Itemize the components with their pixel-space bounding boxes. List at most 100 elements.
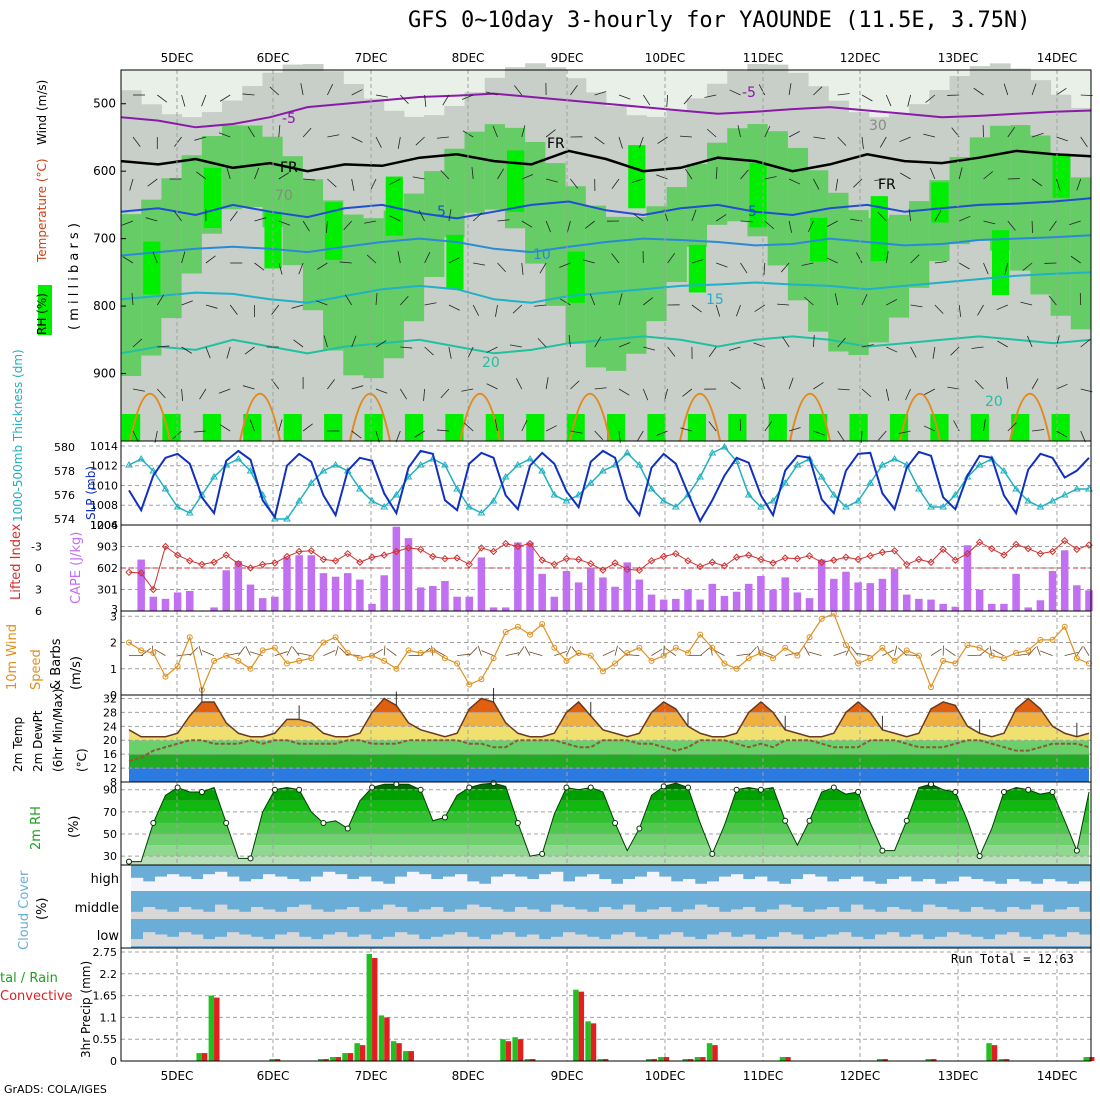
wind-barb-34-3 xyxy=(959,215,971,222)
cloud-low-cell-26 xyxy=(443,934,456,946)
wind-ytick-0: 0 xyxy=(110,689,117,702)
wind-speed-point-15 xyxy=(308,655,315,662)
cloud-low-cell-57 xyxy=(815,936,828,946)
cloud-low-cell-44 xyxy=(659,934,672,946)
wind-barb-2-1 xyxy=(174,136,182,147)
wind-barb-16-3 xyxy=(521,220,533,228)
wind-barb-37-0 xyxy=(1031,83,1037,96)
cloud-middle-cell-13 xyxy=(287,907,300,919)
wind-barb-33-6 xyxy=(932,346,936,359)
rh-point-16 xyxy=(320,819,327,826)
wind-barb-28-8 xyxy=(813,430,825,436)
cloud-middle-cell-14 xyxy=(299,904,312,919)
wind-barb-15-4 xyxy=(497,262,506,273)
thickness-point-53 xyxy=(769,497,777,504)
rh-band-surface-16 xyxy=(445,414,464,441)
cloud-high-cell-40 xyxy=(611,883,624,891)
wind-barb-21-5 xyxy=(643,297,654,306)
precip-total-bar-47 xyxy=(694,1057,701,1061)
cloud-low-cell-33 xyxy=(527,934,540,946)
cloud-middle-cell-37 xyxy=(575,909,588,919)
isotherm-15 xyxy=(120,271,1092,304)
cloud-high-cell-50 xyxy=(731,874,744,891)
surface-barb-42 xyxy=(625,654,640,657)
cloud-low-cell-65 xyxy=(911,934,924,946)
cloud-high-cell-0 xyxy=(131,877,144,891)
wind-barb-25-0 xyxy=(729,89,741,96)
cape-bar-9 xyxy=(234,561,243,611)
thickness-point-49 xyxy=(720,443,729,450)
rh-band-green-30 xyxy=(727,128,748,222)
precip-total-bar-48 xyxy=(706,1043,713,1061)
surface-barb-17 xyxy=(335,645,339,656)
surface-barb-7 xyxy=(201,650,215,656)
surface-barb-12 xyxy=(274,651,288,657)
cloud-high-cell-18 xyxy=(347,879,360,891)
temp-ylabel-part-2: (6hr Min/Max) xyxy=(51,689,65,773)
wind-barb-0-8 xyxy=(132,430,139,442)
thickness-point-13 xyxy=(283,515,291,522)
cloud-low-cell-39 xyxy=(599,939,612,946)
cloud-low-cell-62 xyxy=(875,934,888,946)
precip-total-bar-72 xyxy=(998,1059,1004,1061)
wind-barb-32-7 xyxy=(905,388,911,401)
cape-bar-32 xyxy=(514,542,522,611)
cloud-middle-cell-46 xyxy=(683,909,696,919)
wind-barb-31-8 xyxy=(878,430,887,441)
bottom-x-tick-3: 8DEC xyxy=(452,1069,485,1083)
wind-speed-point-24 xyxy=(417,650,424,656)
precip-conv-bar-38 xyxy=(590,1023,597,1061)
rh-band-gray-30 xyxy=(727,71,748,441)
rh-band-saturated-13 xyxy=(385,176,403,236)
surface-barb-50 xyxy=(736,653,751,657)
cape-bar-28 xyxy=(465,596,474,611)
isotherm-25-arc-0 xyxy=(129,392,171,442)
thickness-point-74 xyxy=(1024,497,1033,504)
temp-band-0 xyxy=(129,768,1089,782)
surface-barb-5 xyxy=(189,647,199,656)
cape-bar-63 xyxy=(890,568,899,611)
cape-bar-56 xyxy=(805,598,814,611)
wind-speed-point-27 xyxy=(454,660,461,667)
cloud-middle-cell-53 xyxy=(767,909,780,919)
rh-band-green-14 xyxy=(403,193,425,322)
precip-conv-bar-20 xyxy=(372,957,378,1061)
precip-total-bar-33 xyxy=(524,1059,531,1061)
wind-barb-33-8 xyxy=(923,425,936,432)
wind-barb-18-0 xyxy=(570,85,578,96)
rh-band-green-2 xyxy=(161,178,183,319)
wind-barb-8-3 xyxy=(325,220,328,233)
wind-barb-28-0 xyxy=(813,86,823,96)
thick-ytick-3: 580 xyxy=(54,441,75,454)
wind-speed-point-63 xyxy=(891,657,898,664)
rh-band-saturated-22 xyxy=(567,251,585,303)
thickness-point-55 xyxy=(793,461,802,468)
li-point-16 xyxy=(319,555,328,564)
cloud-high-cell-51 xyxy=(743,879,756,891)
wind-barb-35-6 xyxy=(971,346,984,349)
wind-barb-16-6 xyxy=(509,344,522,348)
li-ytick-3: 6 xyxy=(35,605,42,618)
isotherm-25-arc-1 xyxy=(239,392,281,442)
surface-barb-14 xyxy=(292,646,300,656)
rh-band-gray-31 xyxy=(747,63,769,442)
precip-conv-bar-19 xyxy=(359,1045,366,1061)
surface-barb-69 xyxy=(967,654,982,657)
wind-barb-6-8 xyxy=(278,419,283,432)
wind-barb-15-6 xyxy=(486,346,498,353)
top-x-tick-2: 7DEC xyxy=(355,51,388,65)
wind-barb-4-5 xyxy=(229,304,238,315)
rh-band-saturated-40 xyxy=(931,182,949,223)
rh-band-surface-36 xyxy=(849,414,868,441)
wind-barb-4-6 xyxy=(226,346,231,359)
li-point-44 xyxy=(659,552,668,561)
wind-barb-0-6 xyxy=(132,338,143,348)
wind-barb-29-6 xyxy=(837,337,846,348)
rh-band-3 xyxy=(129,822,1089,835)
li-point-52 xyxy=(757,555,765,564)
thickness-point-58 xyxy=(829,491,838,498)
surface-barb-59 xyxy=(845,645,851,656)
wind-barb-2-6 xyxy=(181,346,192,354)
isotherm-minus5 xyxy=(120,92,1092,129)
wind-barb-21-0 xyxy=(642,94,651,106)
